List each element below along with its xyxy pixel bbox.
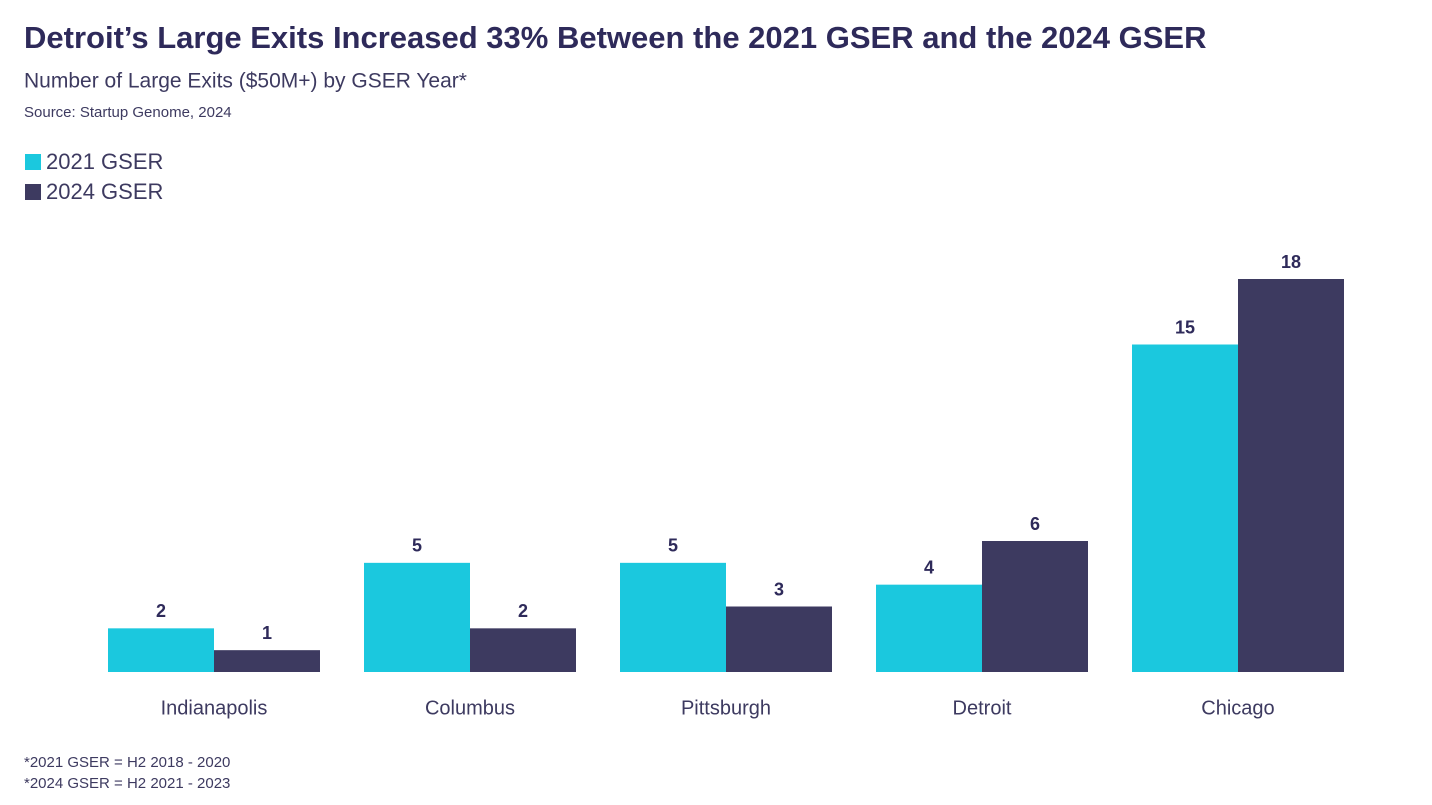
bar xyxy=(470,628,576,672)
chart-subtitle: Number of Large Exits ($50M+) by GSER Ye… xyxy=(24,70,467,93)
data-label: 18 xyxy=(1281,252,1301,272)
data-label: 5 xyxy=(668,536,678,556)
chart-source: Source: Startup Genome, 2024 xyxy=(24,104,232,121)
data-label: 6 xyxy=(1030,514,1040,534)
data-label: 4 xyxy=(924,557,934,577)
footnote: *2024 GSER = H2 2021 - 2023 xyxy=(24,775,230,792)
data-label: 5 xyxy=(412,536,422,556)
bar xyxy=(364,562,470,672)
legend-label: 2021 GSER xyxy=(46,149,163,174)
x-tick-label: Chicago xyxy=(1201,697,1274,719)
data-label: 3 xyxy=(774,579,784,599)
data-label: 2 xyxy=(156,601,166,621)
bar xyxy=(726,606,832,672)
data-label: 1 xyxy=(262,623,272,643)
footnote: *2021 GSER = H2 2018 - 2020 xyxy=(24,754,230,771)
legend-swatch xyxy=(25,184,41,200)
bar xyxy=(108,628,214,672)
x-tick-label: Indianapolis xyxy=(161,697,268,719)
legend-label: 2024 GSER xyxy=(46,179,163,204)
chart-title: Detroit’s Large Exits Increased 33% Betw… xyxy=(24,20,1206,55)
bar xyxy=(1238,279,1344,672)
data-label: 2 xyxy=(518,601,528,621)
x-tick-label: Columbus xyxy=(425,697,515,719)
bar xyxy=(620,562,726,672)
x-tick-label: Pittsburgh xyxy=(681,697,771,719)
bar xyxy=(1132,344,1238,672)
bar xyxy=(982,541,1088,672)
bar xyxy=(876,584,982,672)
bar xyxy=(214,650,320,672)
legend-swatch xyxy=(25,154,41,170)
data-label: 15 xyxy=(1175,317,1195,337)
x-tick-label: Detroit xyxy=(953,697,1012,719)
